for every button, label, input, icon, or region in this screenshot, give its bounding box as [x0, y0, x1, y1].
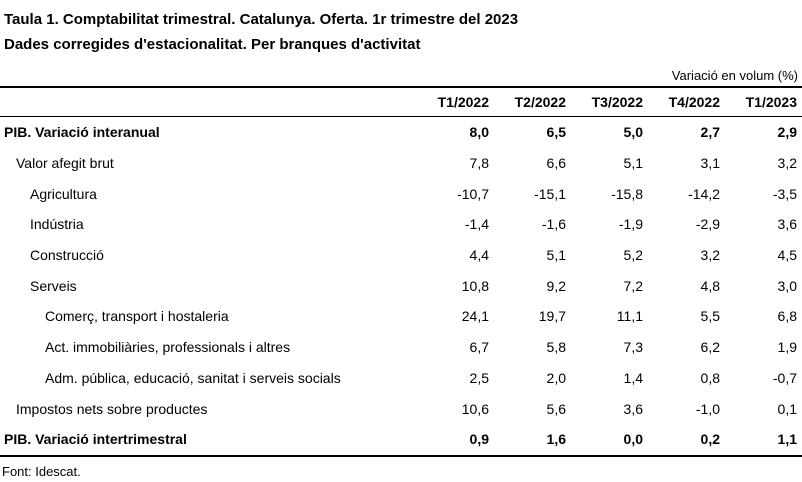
- value-cell: 3,0: [777, 277, 797, 294]
- value-cell: 6,7: [469, 339, 489, 356]
- value-cell: 0,9: [469, 431, 489, 448]
- value-cell: -1,9: [618, 216, 643, 233]
- value-cell: 2,5: [469, 369, 489, 386]
- value-cell: 3,2: [700, 247, 720, 264]
- value-cell: 1,4: [623, 369, 643, 386]
- column-header: T2/2022: [514, 94, 566, 110]
- value-cell: 6,5: [546, 124, 566, 141]
- value-cell: -1,6: [541, 216, 566, 233]
- row-label: PIB. Variació interanual: [4, 124, 160, 141]
- value-cell: 24,1: [461, 308, 489, 325]
- table-row: Act. immobiliàries, professionals i altr…: [0, 332, 802, 363]
- value-cell: -1,0: [695, 400, 720, 417]
- value-cell: 5,8: [546, 339, 566, 356]
- value-cell: -15,8: [611, 185, 643, 202]
- source-note: Font: Idescat.: [2, 463, 81, 479]
- value-cell: 19,7: [538, 308, 566, 325]
- value-cell: 3,6: [777, 216, 797, 233]
- header-row: T1/2022 T2/2022 T3/2022 T4/2022 T1/2023: [0, 87, 802, 117]
- value-cell: 6,2: [700, 339, 720, 356]
- value-cell: 8,0: [469, 124, 489, 141]
- column-header: T3/2022: [591, 94, 643, 110]
- value-cell: -2,9: [695, 216, 720, 233]
- column-header: T1/2022: [437, 94, 489, 110]
- row-label: Valor afegit brut: [16, 155, 114, 172]
- value-cell: -14,2: [688, 185, 720, 202]
- column-header: T4/2022: [668, 94, 720, 110]
- value-cell: 10,8: [461, 277, 489, 294]
- table-row: Impostos nets sobre productes 10,6 5,6 3…: [0, 393, 802, 424]
- value-cell: 1,9: [777, 339, 797, 356]
- value-cell: 9,2: [546, 277, 566, 294]
- value-cell: 5,1: [546, 247, 566, 264]
- value-cell: -0,7: [772, 369, 797, 386]
- table-row: Construcció 4,4 5,1 5,2 3,2 4,5: [0, 240, 802, 271]
- value-cell: 4,8: [700, 277, 720, 294]
- row-label: Act. immobiliàries, professionals i altr…: [45, 339, 291, 356]
- value-cell: 2,7: [700, 124, 720, 141]
- value-cell: 7,8: [469, 155, 489, 172]
- unit-note: Variació en volum (%): [671, 68, 798, 83]
- table-row: Valor afegit brut 7,8 6,6 5,1 3,1 3,2: [0, 148, 802, 179]
- value-cell: 1,6: [546, 431, 566, 448]
- page-title: Taula 1. Comptabilitat trimestral. Catal…: [0, 0, 802, 57]
- value-cell: 5,0: [623, 124, 643, 141]
- value-cell: 0,0: [623, 431, 643, 448]
- table-row: Adm. pública, educació, sanitat i servei…: [0, 363, 802, 394]
- value-cell: 10,6: [461, 400, 489, 417]
- value-cell: 5,2: [623, 247, 643, 264]
- row-label: Construcció: [30, 247, 104, 264]
- value-cell: 7,2: [623, 277, 643, 294]
- value-cell: 3,1: [700, 155, 720, 172]
- header-row-label-spacer: [0, 87, 412, 117]
- value-cell: 0,2: [700, 431, 720, 448]
- row-label: Serveis: [30, 277, 77, 294]
- value-cell: 6,8: [777, 308, 797, 325]
- table-row: Serveis 10,8 9,2 7,2 4,8 3,0: [0, 270, 802, 301]
- row-label: Agricultura: [30, 185, 97, 202]
- value-cell: 5,6: [546, 400, 566, 417]
- table-row: Agricultura -10,7 -15,1 -15,8 -14,2 -3,5: [0, 178, 802, 209]
- row-label: Adm. pública, educació, sanitat i servei…: [45, 369, 341, 386]
- row-label: Impostos nets sobre productes: [16, 400, 208, 417]
- value-cell: 5,1: [623, 155, 643, 172]
- table-row: PIB. Variació interanual 8,0 6,5 5,0 2,7…: [0, 117, 802, 148]
- value-cell: 5,5: [700, 308, 720, 325]
- value-cell: -15,1: [534, 185, 566, 202]
- value-cell: 0,1: [777, 400, 797, 417]
- row-label: Indústria: [30, 216, 84, 233]
- value-cell: 3,6: [623, 400, 643, 417]
- table-row: PIB. Variació intertrimestral 0,9 1,6 0,…: [0, 424, 802, 456]
- row-label: PIB. Variació intertrimestral: [4, 431, 187, 448]
- value-cell: 4,5: [777, 247, 797, 264]
- value-cell: 4,4: [469, 247, 489, 264]
- value-cell: 11,1: [616, 308, 643, 325]
- table-row: Indústria -1,4 -1,6 -1,9 -2,9 3,6: [0, 209, 802, 240]
- value-cell: -10,7: [457, 185, 489, 202]
- value-cell: 0,8: [700, 369, 720, 386]
- row-label: Comerç, transport i hostaleria: [45, 308, 229, 325]
- page-title-line1: Taula 1. Comptabilitat trimestral. Catal…: [4, 11, 519, 28]
- column-header: T1/2023: [745, 94, 797, 110]
- quarterly-accounts-table: T1/2022 T2/2022 T3/2022 T4/2022 T1/2023 …: [0, 86, 802, 457]
- value-cell: -1,4: [464, 216, 489, 233]
- value-cell: 6,6: [546, 155, 566, 172]
- value-cell: 3,2: [777, 155, 797, 172]
- value-cell: 2,0: [546, 369, 566, 386]
- value-cell: 2,9: [777, 124, 797, 141]
- value-cell: -3,5: [772, 185, 797, 202]
- page-title-line2: Dades corregides d'estacionalitat. Per b…: [4, 36, 421, 53]
- table-row: Comerç, transport i hostaleria 24,1 19,7…: [0, 301, 802, 332]
- value-cell: 7,3: [623, 339, 643, 356]
- value-cell: 1,1: [777, 431, 797, 448]
